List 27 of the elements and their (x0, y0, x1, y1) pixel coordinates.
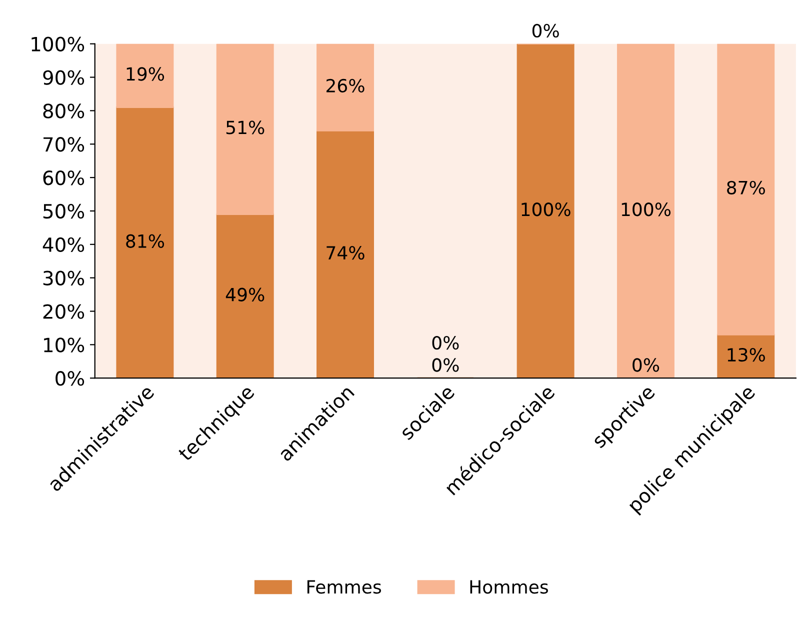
legend-label: Femmes (307, 580, 381, 594)
data-label: 19% (126, 67, 164, 81)
y-tick-label: 40% (42, 237, 84, 252)
y-tick-label: 20% (43, 304, 84, 319)
data-label: 74% (326, 246, 364, 260)
y-tick-label: 90% (43, 70, 84, 85)
y-tick-label: 30% (43, 270, 84, 286)
y-tick-label: 70% (44, 137, 84, 152)
legend-label: Hommes (470, 580, 548, 594)
y-tick-label: 0% (56, 371, 84, 386)
data-label: 0% (632, 358, 660, 372)
data-label: 81% (126, 234, 164, 248)
data-label: 13% (728, 348, 765, 362)
y-tick-label: 10% (44, 338, 84, 352)
data-label: 87% (727, 180, 765, 194)
data-label: 100% (522, 202, 570, 216)
data-label: 0% (532, 24, 559, 38)
y-tick-label: 50% (43, 204, 84, 219)
data-label: 0% (432, 358, 459, 372)
data-label: 0% (432, 336, 459, 350)
data-label: 26% (326, 78, 364, 93)
y-tick-label: 100% (32, 36, 84, 52)
y-tick-label: 60% (43, 170, 84, 186)
data-label: 100% (622, 202, 671, 216)
data-label: 49% (226, 288, 264, 302)
y-tick-label: 80% (43, 104, 84, 118)
data-label: 51% (226, 120, 264, 134)
